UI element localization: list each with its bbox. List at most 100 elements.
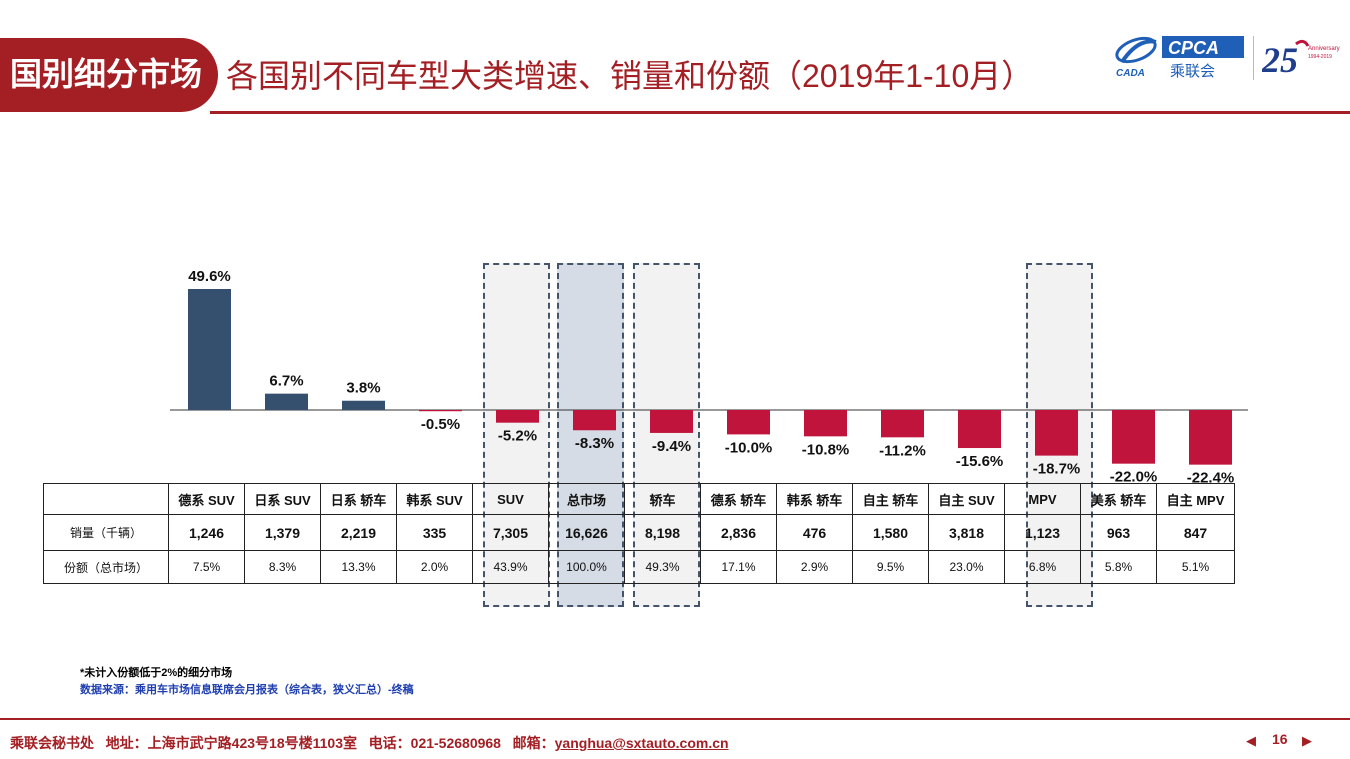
table-sales-cell: 8,198	[624, 514, 701, 551]
table-sales-cell: 1,379	[244, 514, 321, 551]
bar-labels-group: 49.6% 6.7% 3.8% -0.5% -5.2% -8.3% -9.4% -10.0% -…	[188, 268, 1234, 487]
bar-value-label-13: -22.4%	[1187, 470, 1235, 487]
table-share-cell: 13.3%	[320, 550, 397, 584]
table-header-cell: 美系 轿车	[1080, 483, 1157, 515]
anniversary-label: Anniversary	[1308, 46, 1340, 52]
table-header-cell: 总市场	[548, 483, 625, 515]
table-share-cell: 5.1%	[1156, 550, 1235, 584]
data-table: 德系 SUV 日系 SUV 日系 轿车 韩系 SUV SUV 总市场 轿车 德系 轿车 韩系 轿…	[43, 483, 1235, 584]
bar-0	[188, 289, 231, 410]
table-sales-cell: 335	[396, 514, 473, 551]
logo-small-text: CADA	[1116, 68, 1145, 79]
table-share-cell: 6.8%	[1004, 550, 1081, 584]
bar-value-label-0: 49.6%	[188, 268, 231, 285]
bar-5	[573, 410, 616, 431]
bar-9	[881, 410, 924, 438]
bar-1	[265, 393, 308, 410]
bar-value-label-8: -10.8%	[802, 441, 850, 458]
table-header-cell: 自主 轿车	[852, 483, 929, 515]
bar-11	[1035, 410, 1078, 456]
source-note: 数据来源：乘用车市场信息联席会月报表（综合表，狭义汇总）-终稿	[80, 684, 414, 696]
table-share-cell: 8.3%	[244, 550, 321, 584]
footer-org: 乘联会秘书处	[10, 735, 94, 751]
table-corner-cell	[43, 483, 169, 515]
anniversary-number: 25	[1262, 40, 1298, 80]
table-share-cell: 17.1%	[700, 550, 777, 584]
row-label-share: 份额（总市场）	[43, 550, 169, 584]
bar-value-label-2: 3.8%	[346, 380, 380, 397]
table-header-row: 德系 SUV 日系 SUV 日系 轿车 韩系 SUV SUV 总市场 轿车 德系 轿车 韩系 轿…	[43, 483, 1235, 515]
bar-value-label-9: -11.2%	[879, 442, 926, 459]
anniversary-years: 1994-2019	[1308, 54, 1332, 60]
table-header-cell: MPV	[1004, 483, 1081, 515]
bar-2	[342, 400, 385, 410]
table-share-cell: 2.0%	[396, 550, 473, 584]
row-label-sales: 销量（千辆）	[43, 514, 169, 551]
cpca-logo: CADA CPCA 乘联会	[1115, 36, 1244, 80]
bar-3	[419, 410, 462, 412]
bar-13	[1189, 410, 1232, 465]
footer-phone: 电话：021-52680968	[368, 735, 501, 751]
bar-10	[958, 410, 1001, 449]
table-row-sales: 销量（千辆） 1,246 1,379 2,219 335 7,305 16,626 8,19…	[43, 514, 1235, 551]
table-sales-cell: 963	[1080, 514, 1157, 551]
page-title: 各国别不同车型大类增速、销量和份额（2019年1-10月）	[226, 58, 1034, 94]
bar-value-label-5: -8.3%	[575, 435, 614, 452]
bar-value-label-1: 6.7%	[269, 373, 303, 390]
section-label: 国别细分市场	[10, 56, 203, 92]
table-row-share: 份额（总市场） 7.5% 8.3% 13.3% 2.0% 43.9% 100.0% 49.3…	[43, 550, 1235, 584]
footer-email-link[interactable]: yanghua@sxtauto.com.cn	[554, 735, 729, 751]
footer-address: 地址：上海市武宁路423号18号楼1103室	[105, 735, 357, 751]
bar-4	[496, 410, 539, 423]
header-rule	[210, 111, 1350, 114]
section-tab	[0, 38, 218, 112]
triangle-right-icon[interactable]: ▶	[1302, 733, 1312, 748]
table-share-cell: 5.8%	[1080, 550, 1157, 584]
table-sales-cell: 7,305	[472, 514, 549, 551]
table-share-cell: 49.3%	[624, 550, 701, 584]
table-header-cell: 自主 SUV	[928, 483, 1005, 515]
bar-value-label-4: -5.2%	[498, 428, 537, 445]
table-sales-cell: 2,219	[320, 514, 397, 551]
table-sales-cell: 847	[1156, 514, 1235, 551]
table-header-cell: 韩系 SUV	[396, 483, 473, 515]
table-sales-cell: 3,818	[928, 514, 1005, 551]
bar-12	[1112, 410, 1155, 464]
table-sales-cell: 1,246	[168, 514, 245, 551]
table-header-cell: 德系 轿车	[700, 483, 777, 515]
bar-value-label-6: -9.4%	[652, 438, 691, 455]
table-sales-cell: 16,626	[548, 514, 625, 551]
table-header-cell: 轿车	[624, 483, 701, 515]
bar-8	[804, 410, 847, 437]
logo-text: CPCA	[1168, 38, 1219, 58]
table-share-cell: 23.0%	[928, 550, 1005, 584]
table-header-cell: 日系 SUV	[244, 483, 321, 515]
table-share-cell: 100.0%	[548, 550, 625, 584]
table-sales-cell: 476	[776, 514, 853, 551]
bars-group	[188, 289, 1232, 465]
table-header-cell: SUV	[472, 483, 549, 515]
table-header-cell: 日系 轿车	[320, 483, 397, 515]
bar-7	[727, 410, 770, 435]
bar-value-label-3: -0.5%	[421, 416, 460, 433]
bar-value-label-10: -15.6%	[956, 453, 1004, 470]
bar-value-label-12: -22.0%	[1110, 469, 1158, 486]
table-sales-cell: 1,123	[1004, 514, 1081, 551]
footer-contact: 乘联会秘书处 地址：上海市武宁路423号18号楼1103室 电话：021-526…	[10, 733, 729, 753]
bar-value-label-11: -18.7%	[1033, 461, 1081, 478]
table-header-cell: 自主 MPV	[1156, 483, 1235, 515]
table-sales-cell: 2,836	[700, 514, 777, 551]
footer-email-label: 邮箱：	[512, 735, 555, 751]
footnote: *未计入份额低于2%的细分市场	[80, 667, 233, 679]
triangle-left-icon[interactable]: ◀	[1246, 733, 1256, 748]
bar-6	[650, 410, 693, 433]
logo-cn-text: 乘联会	[1170, 62, 1215, 80]
table-share-cell: 9.5%	[852, 550, 929, 584]
table-share-cell: 43.9%	[472, 550, 549, 584]
bar-value-label-7: -10.0%	[725, 439, 773, 456]
table-header-cell: 德系 SUV	[168, 483, 245, 515]
page-number: 16	[1272, 731, 1288, 747]
table-share-cell: 2.9%	[776, 550, 853, 584]
table-header-cell: 韩系 轿车	[776, 483, 853, 515]
footer-rule	[0, 718, 1350, 720]
